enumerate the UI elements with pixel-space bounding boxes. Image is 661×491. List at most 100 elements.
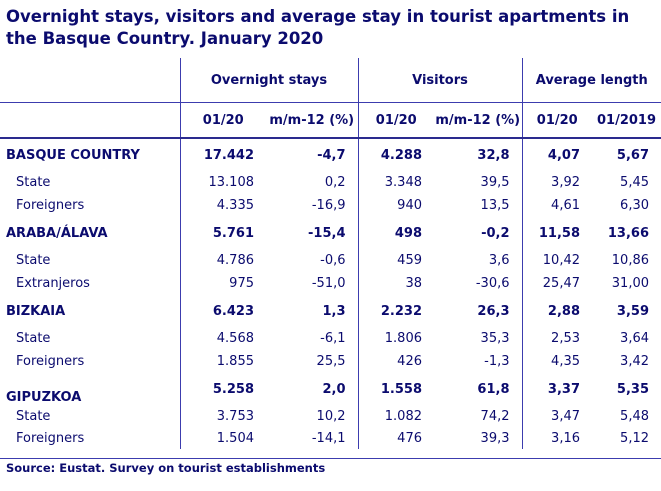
header-blank <box>0 58 180 103</box>
cell: 3,16 <box>521 427 592 449</box>
cell: 4.786 <box>179 249 266 272</box>
header-row-groups: Overnight stays Visitors Average length <box>0 58 661 103</box>
header-overnight-stays: Overnight stays <box>179 58 358 103</box>
source-note: Source: Eustat. Survey on tourist establ… <box>6 461 326 475</box>
cell: 476 <box>357 427 434 449</box>
row-label: State <box>16 408 51 424</box>
cell: 4,07 <box>521 138 592 171</box>
cell: 35,3 <box>480 331 510 346</box>
cell: 459 <box>357 249 434 272</box>
cell: 25,47 <box>521 272 592 295</box>
cell: 74,2 <box>480 408 510 424</box>
cell: 1.806 <box>357 327 434 350</box>
cell: 4.568 <box>179 327 266 350</box>
row-label: Foreigners <box>16 430 85 446</box>
row-label: BIZKAIA <box>6 303 66 319</box>
cell: 13,5 <box>480 198 510 213</box>
cell: 1.558 <box>357 373 434 405</box>
cell: 940 <box>357 194 434 217</box>
row-label: Foreigners <box>16 198 85 213</box>
cell: 26,3 <box>477 303 510 319</box>
row-label: State <box>16 253 51 268</box>
cell: -51,0 <box>311 276 346 291</box>
cell: 6.423 <box>179 295 266 327</box>
cell: 10,42 <box>521 249 592 272</box>
table-row: State 4.786 -0,6 459 3,6 10,42 10,86 <box>0 249 661 272</box>
cell: 25,5 <box>316 354 346 369</box>
subheader-cell: 01/20 <box>179 102 266 138</box>
cell: 5.258 <box>179 373 266 405</box>
subheader-cell: 01/20 <box>357 102 434 138</box>
cell: 61,8 <box>477 381 510 397</box>
cell: -15,4 <box>308 225 346 241</box>
cell: 17.442 <box>179 138 266 171</box>
cell: 3,42 <box>620 354 649 369</box>
cell: 5,67 <box>616 147 649 163</box>
cell: 13.108 <box>179 171 266 194</box>
cell: 5,12 <box>620 430 649 446</box>
subheader-cell: m/m-12 (%) <box>435 112 521 128</box>
cell: 11,58 <box>521 217 592 249</box>
cell: 5.761 <box>179 217 266 249</box>
statistics-table: Overnight stays Visitors Average length … <box>0 58 661 449</box>
table-row: Foreigners 1.855 25,5 426 -1,3 4,35 3,42 <box>0 350 661 373</box>
header-row-subcolumns: 01/20 m/m-12 (%) 01/20 m/m-12 (%) 01/20 … <box>0 102 661 139</box>
cell: 2,88 <box>521 295 592 327</box>
bottom-divider <box>0 458 661 459</box>
cell: -4,7 <box>317 147 346 163</box>
table-row-region: GIPUZKOA 5.258 2,0 1.558 61,8 3,37 5,35 <box>0 373 661 405</box>
cell: 3,37 <box>521 373 592 405</box>
cell: 5,45 <box>620 175 649 190</box>
cell: 4,35 <box>521 350 592 373</box>
cell: 426 <box>357 350 434 373</box>
table-row: State 3.753 10,2 1.082 74,2 3,47 5,48 <box>0 405 661 427</box>
subheader-cell: m/m-12 (%) <box>269 112 355 128</box>
row-label: BASQUE COUNTRY <box>6 147 140 163</box>
cell: 4,61 <box>521 194 592 217</box>
cell: 10,86 <box>611 253 649 268</box>
cell: 6,30 <box>620 198 649 213</box>
cell: 2,0 <box>322 381 346 397</box>
cell: 5,35 <box>616 381 649 397</box>
cell: -14,1 <box>311 430 346 446</box>
cell: -16,9 <box>311 198 346 213</box>
row-label: State <box>16 175 51 190</box>
cell: 3.348 <box>357 171 434 194</box>
cell: 1,3 <box>322 303 346 319</box>
header-blank <box>0 103 180 139</box>
cell: 39,5 <box>480 175 510 190</box>
cell: 3,47 <box>521 405 592 427</box>
cell: 13,66 <box>607 225 649 241</box>
cell: 3,92 <box>521 171 592 194</box>
table-row: Foreigners 4.335 -16,9 940 13,5 4,61 6,3… <box>0 194 661 217</box>
cell: -1,3 <box>484 354 510 369</box>
cell: 498 <box>357 217 434 249</box>
cell: 2,53 <box>521 327 592 350</box>
cell: 3,6 <box>488 253 510 268</box>
cell: 4.335 <box>179 194 266 217</box>
cell: 3,59 <box>616 303 649 319</box>
cell: 39,3 <box>480 430 510 446</box>
cell: 31,00 <box>611 276 649 291</box>
table-row-region: ARABA/ÁLAVA 5.761 -15,4 498 -0,2 11,58 1… <box>0 217 661 249</box>
table-row: Extranjeros 975 -51,0 38 -30,6 25,47 31,… <box>0 272 661 295</box>
subheader-cell: 01/2019 <box>596 112 657 128</box>
cell: 10,2 <box>316 408 346 424</box>
subheader-cell: 01/20 <box>521 102 592 138</box>
cell: 1.504 <box>179 427 266 449</box>
row-label: Foreigners <box>16 354 85 369</box>
cell: 3,64 <box>620 331 649 346</box>
cell: 0,2 <box>324 175 346 190</box>
cell: -30,6 <box>475 276 510 291</box>
table-row: State 4.568 -6,1 1.806 35,3 2,53 3,64 <box>0 327 661 350</box>
row-label: State <box>16 331 51 346</box>
row-label: ARABA/ÁLAVA <box>6 225 108 241</box>
table-row: State 13.108 0,2 3.348 39,5 3,92 5,45 <box>0 171 661 194</box>
cell: 975 <box>179 272 266 295</box>
cell: 3.753 <box>179 405 266 427</box>
table-row: Foreigners 1.504 -14,1 476 39,3 3,16 5,1… <box>0 427 661 449</box>
row-label: Extranjeros <box>16 276 90 291</box>
cell: -0,2 <box>481 225 510 241</box>
table-row-region: BIZKAIA 6.423 1,3 2.232 26,3 2,88 3,59 <box>0 295 661 327</box>
cell: 5,48 <box>620 408 649 424</box>
